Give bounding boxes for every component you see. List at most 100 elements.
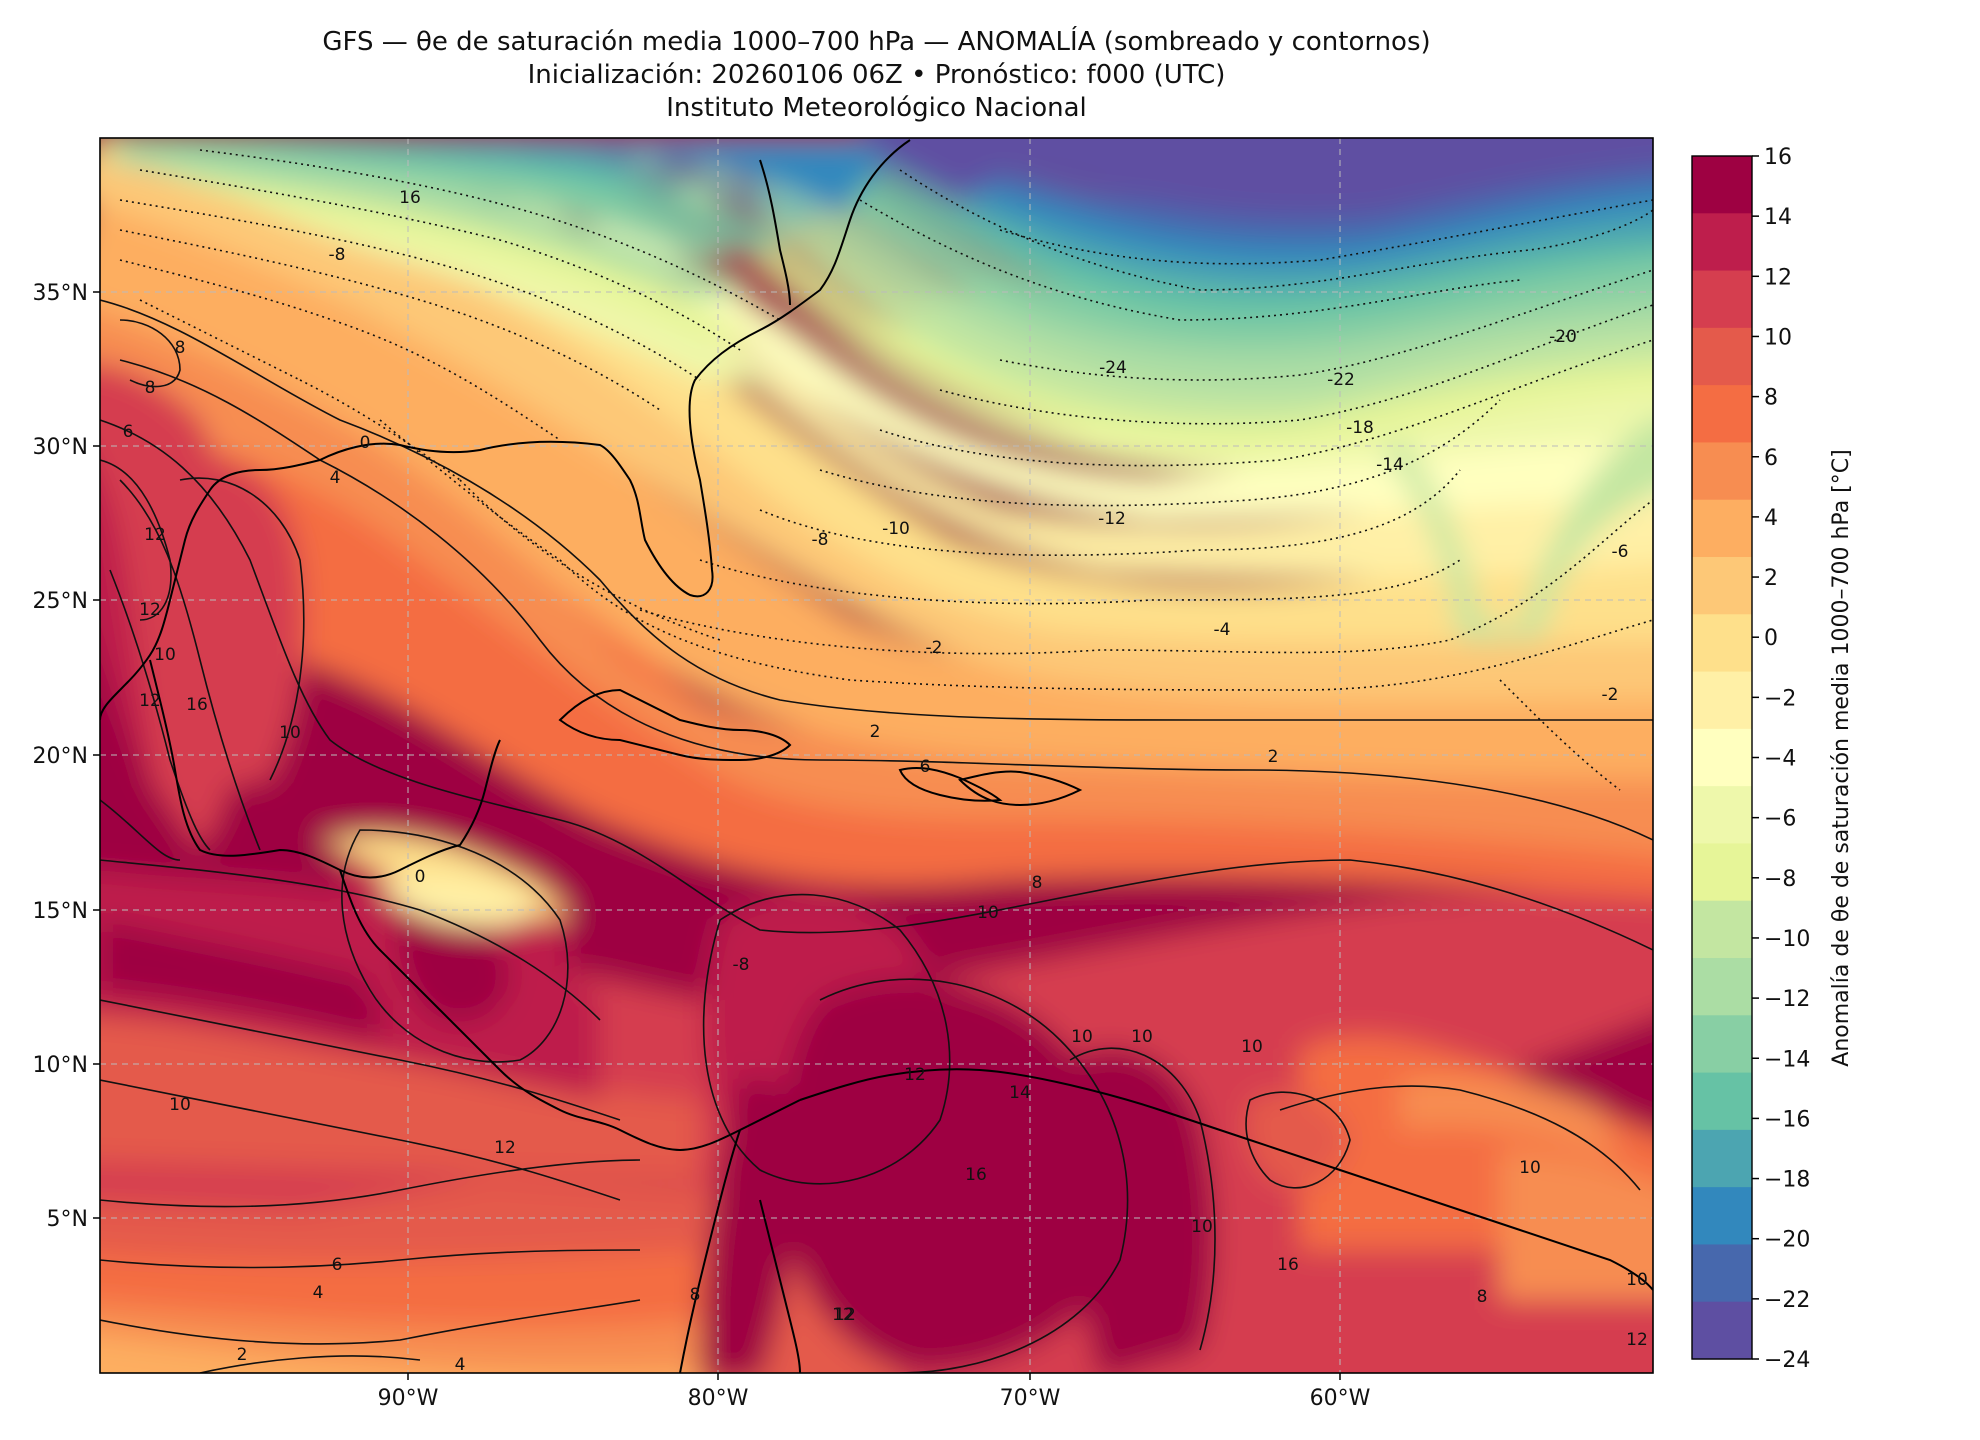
colorbar-swatch	[1692, 843, 1752, 902]
contour-label: 8	[1477, 1287, 1488, 1307]
contour-label: 10	[154, 645, 176, 665]
contour-label: 12	[834, 1305, 856, 1325]
contour-label: -4	[1214, 620, 1231, 640]
colorbar-tick-label: −6	[1764, 807, 1796, 832]
colorbar-swatch	[1692, 213, 1752, 272]
y-tick-label: 10°N	[33, 1053, 88, 1078]
y-tick-label: 30°N	[33, 435, 88, 460]
contour-label: 10	[977, 903, 999, 923]
contour-label: 12	[139, 600, 161, 620]
contour-label: 2	[1268, 747, 1279, 767]
contour-label: 8	[1032, 873, 1043, 893]
x-tick-label: 80°W	[688, 1386, 749, 1411]
contour-label: 16	[965, 1165, 987, 1185]
contour-label: 10	[1071, 1027, 1093, 1047]
colorbar-tick-label: 10	[1764, 325, 1792, 350]
x-tick-label: 90°W	[378, 1386, 439, 1411]
colorbar: 16 14 12 10 8 6 4 2 0 −2 −4 −6 −8 −10 −12 −14 −16 −18 −20 −…	[1691, 145, 1854, 1373]
colorbar-swatch	[1692, 900, 1752, 959]
contour-label: 6	[332, 1255, 343, 1275]
colorbar-swatch	[1692, 1187, 1752, 1246]
colorbar-ticks: 16 14 12 10 8 6 4 2 0 −2 −4 −6 −8 −10 −12 −14 −16 −18 −20 −…	[1752, 145, 1810, 1373]
colorbar-tick-label: 8	[1764, 386, 1778, 411]
contour-label: -12	[1098, 509, 1126, 529]
colorbar-tick-label: 0	[1764, 626, 1778, 651]
latitude-axis: 5°N 10°N 15°N 20°N 25°N 30°N 35°N	[33, 281, 100, 1232]
contour-label: -14	[1376, 455, 1404, 475]
contour-label: 4	[455, 1355, 466, 1375]
contour-label: -8	[329, 245, 346, 265]
colorbar-tick-label: 4	[1764, 506, 1778, 531]
colorbar-swatch	[1692, 1301, 1752, 1360]
colorbar-swatch	[1692, 958, 1752, 1016]
contour-label: -2	[926, 638, 943, 658]
contour-label: 16	[399, 188, 421, 208]
contour-label: 2	[870, 722, 881, 742]
coastlines	[100, 139, 1653, 1373]
contour-label: 10	[1241, 1037, 1263, 1057]
colorbar-swatch	[1692, 442, 1752, 501]
colorbar-swatch	[1692, 327, 1752, 386]
contour-label: 14	[1009, 1083, 1031, 1103]
colorbar-swatch	[1692, 614, 1752, 673]
colorbar-tick-label: −22	[1764, 1288, 1810, 1313]
colorbar-swatches	[1692, 156, 1752, 1360]
colorbar-tick-label: 12	[1764, 265, 1792, 290]
anomaly-shading	[100, 138, 1653, 1373]
contour-label: 4	[313, 1283, 324, 1303]
contour-label: 2	[237, 1345, 248, 1365]
map-panel: 16 -8 8 8 6 0 4 12 12 10 12 16 10 -24 -2…	[100, 138, 1653, 1375]
colorbar-swatch	[1692, 671, 1752, 730]
chart-title: GFS — θe de saturación media 1000–700 hP…	[322, 27, 1431, 57]
colorbar-tick-label: 14	[1764, 205, 1792, 230]
colorbar-tick-label: −8	[1764, 867, 1796, 892]
contour-label: 10	[1191, 1217, 1213, 1237]
contour-label: -18	[1346, 418, 1374, 438]
contour-label: 0	[360, 433, 371, 453]
contour-label: 8	[690, 1285, 701, 1305]
colorbar-tick-label: 16	[1764, 145, 1792, 170]
contour-labels: 16 -8 8 8 6 0 4 12 12 10 12 16 10 -24 -2…	[123, 188, 1648, 1375]
contour-label: 6	[123, 422, 134, 442]
colorbar-tick-label: 2	[1764, 566, 1778, 591]
contour-label: 12	[832, 1305, 854, 1325]
contour-label: -22	[1327, 370, 1355, 390]
contour-label: -20	[1549, 327, 1577, 347]
institution-subtitle: Instituto Meteorológico Nacional	[666, 93, 1087, 123]
colorbar-tick-label: −24	[1764, 1348, 1810, 1373]
contour-label: -24	[1099, 358, 1127, 378]
contour-label: -2	[1602, 685, 1619, 705]
contour-label: 10	[1519, 1158, 1541, 1178]
positive-anomaly-contours	[100, 299, 1653, 1373]
colorbar-swatch	[1692, 1244, 1752, 1303]
contour-label: 12	[1626, 1330, 1648, 1350]
contour-label: 4	[330, 468, 341, 488]
contour-label: 12	[144, 525, 166, 545]
colorbar-swatch	[1692, 156, 1752, 214]
colorbar-swatch	[1692, 499, 1752, 558]
contour-label: 12	[904, 1065, 926, 1085]
contour-label: 0	[415, 867, 426, 887]
colorbar-swatch	[1692, 385, 1752, 444]
colorbar-swatch	[1692, 1072, 1752, 1131]
x-tick-label: 70°W	[1000, 1386, 1061, 1411]
colorbar-swatch	[1692, 786, 1752, 845]
contour-label: 12	[494, 1138, 516, 1158]
y-tick-label: 20°N	[33, 744, 88, 769]
contour-label: 16	[1277, 1255, 1299, 1275]
colorbar-tick-label: −4	[1764, 747, 1796, 772]
colorbar-swatch	[1692, 728, 1752, 787]
contour-label: 8	[175, 338, 186, 358]
colorbar-tick-label: −18	[1764, 1168, 1810, 1193]
colorbar-tick-label: −14	[1764, 1047, 1810, 1072]
colorbar-tick-label: −10	[1764, 927, 1810, 952]
colorbar-tick-label: −16	[1764, 1107, 1810, 1132]
contour-label: -10	[882, 519, 910, 539]
x-tick-label: 60°W	[1310, 1386, 1371, 1411]
y-tick-label: 25°N	[33, 589, 88, 614]
contour-label: 12	[139, 691, 161, 711]
negative-anomaly-contours	[119, 149, 1653, 791]
contour-label: -8	[733, 955, 750, 975]
contour-label: 16	[186, 695, 208, 715]
colorbar-swatch	[1692, 1015, 1752, 1074]
